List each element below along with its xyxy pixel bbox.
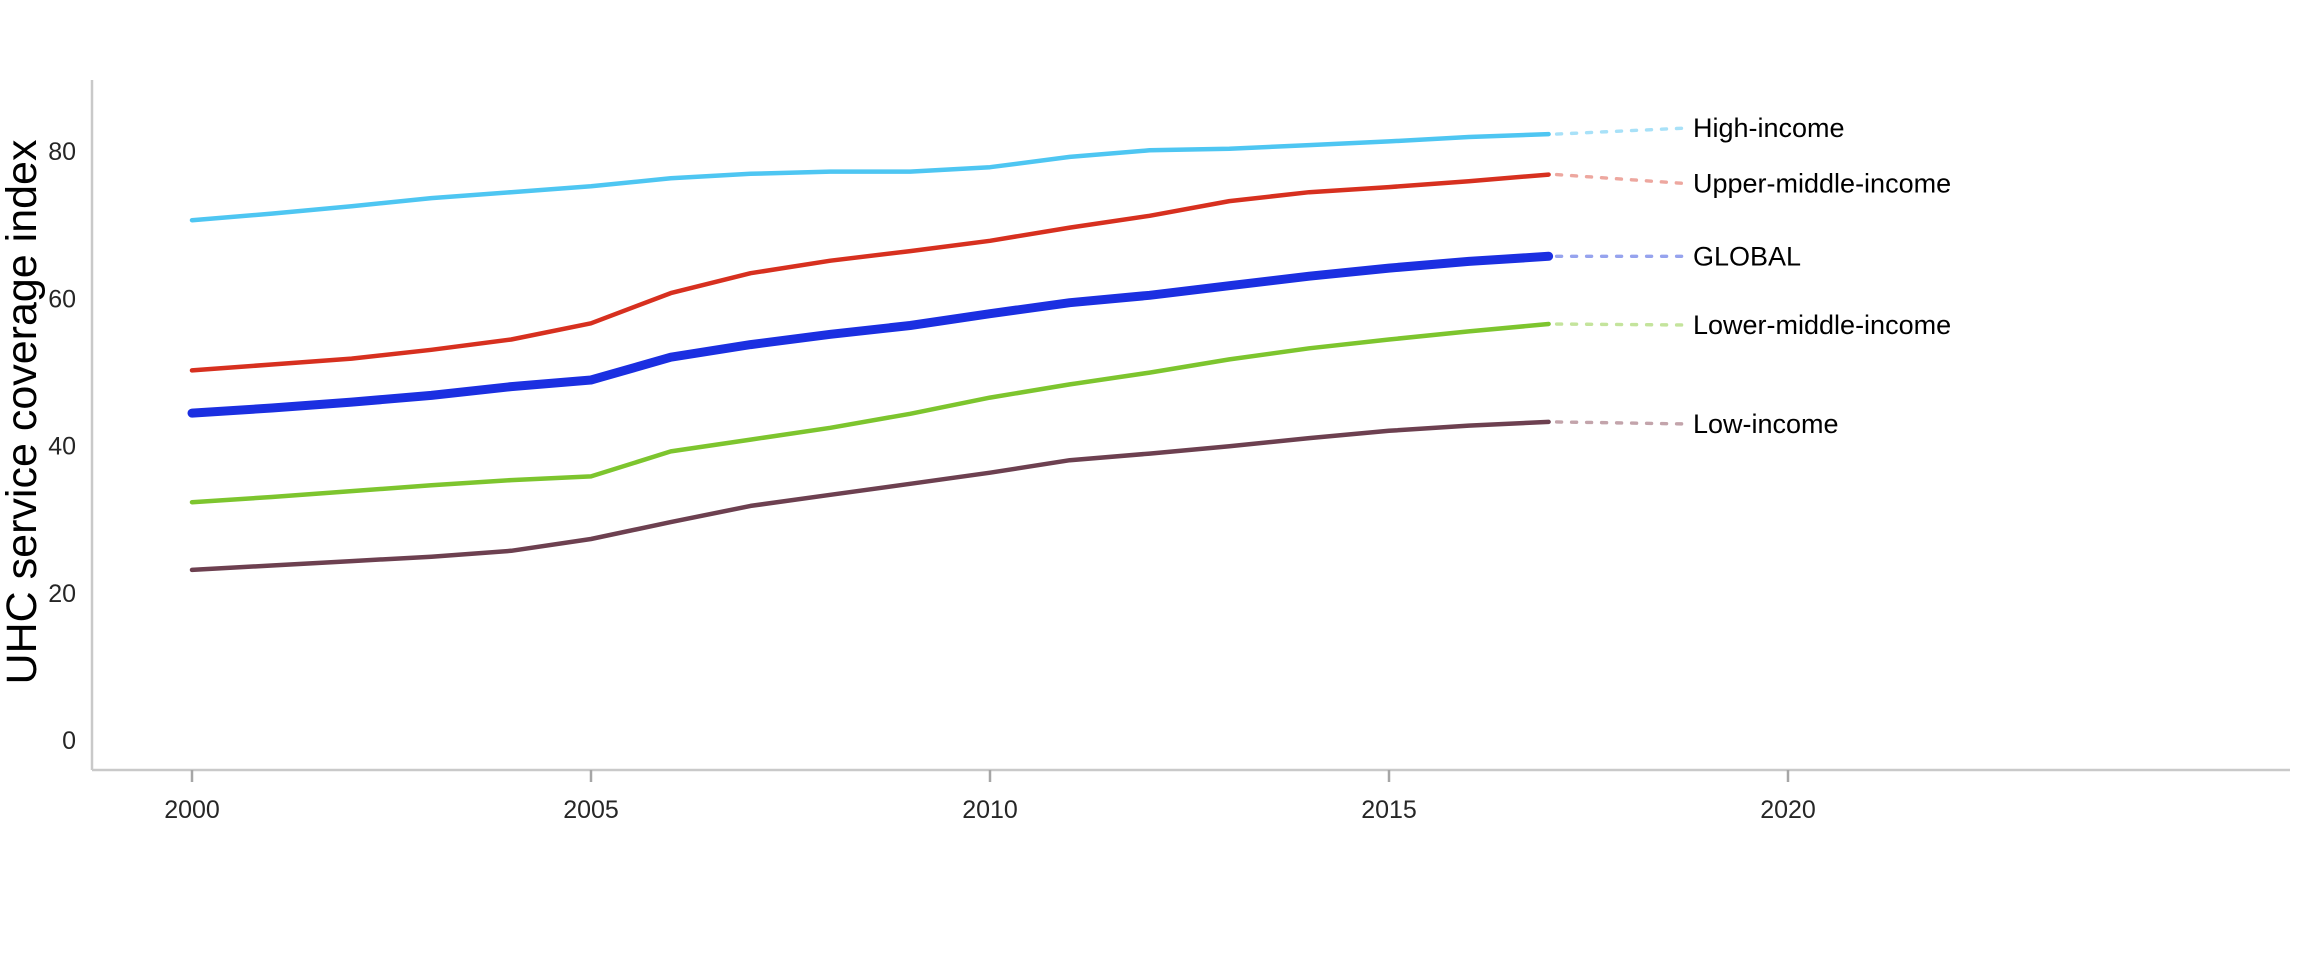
x-axis-tick-label: 2015 — [1361, 796, 1417, 824]
series-end-label-lower-middle-income: Lower-middle-income — [1693, 310, 1951, 340]
series-end-label-high-income: High-income — [1693, 113, 1845, 143]
y-axis-tick-label: 20 — [48, 580, 76, 608]
series-leader-dotted-line — [1554, 420, 1688, 426]
series-line-low-income — [189, 419, 1551, 573]
series-line-global — [187, 251, 1554, 418]
y-axis-tick-label: 60 — [48, 285, 76, 313]
series-line-upper-middle-income — [189, 172, 1551, 373]
series-leader-dotted-line — [1554, 126, 1688, 136]
x-axis-tick-label: 2020 — [1760, 796, 1816, 824]
series-leader-dotted-line — [1554, 172, 1688, 186]
x-axis-tick-label: 2010 — [962, 796, 1018, 824]
series-line-high-income — [189, 131, 1551, 223]
x-axis-tick-label: 2000 — [164, 796, 220, 824]
series-line-lower-middle-income — [189, 321, 1551, 505]
series-end-label-low-income: Low-income — [1693, 409, 1839, 439]
series-end-label-global: GLOBAL — [1693, 241, 1801, 271]
y-axis-title: UHC service coverage index — [0, 139, 46, 684]
series-leader-dotted-line — [1554, 322, 1688, 327]
x-axis-tick-label: 2005 — [563, 796, 619, 824]
y-axis-tick-label: 0 — [62, 727, 76, 755]
y-axis-tick-label: 40 — [48, 433, 76, 461]
y-axis-tick-label: 80 — [48, 138, 76, 166]
series-end-label-upper-middle-income: Upper-middle-income — [1693, 169, 1951, 199]
